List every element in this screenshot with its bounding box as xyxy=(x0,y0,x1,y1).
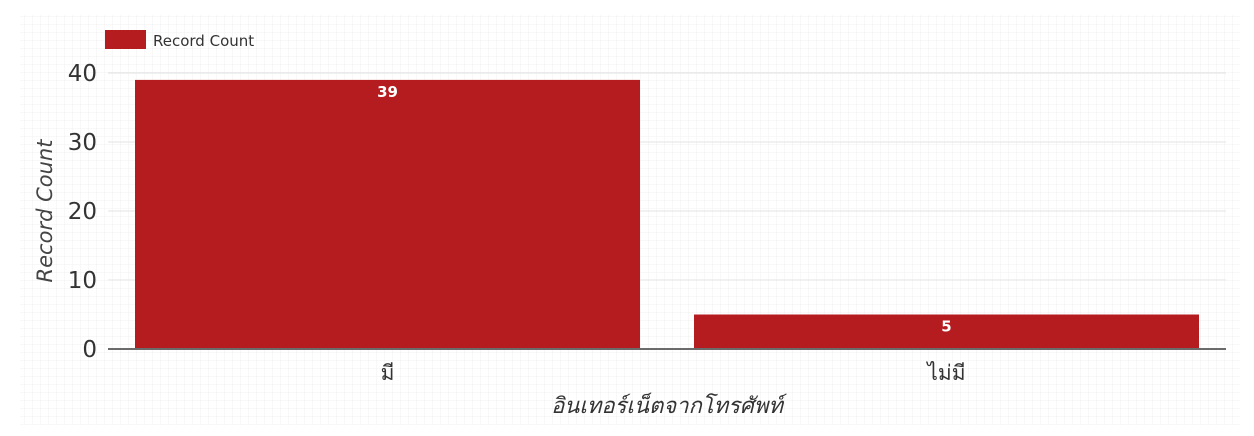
bars-group xyxy=(135,79,1199,350)
bar[interactable] xyxy=(694,314,1199,350)
legend-swatch xyxy=(105,30,146,49)
y-axis-title: Record Count xyxy=(33,139,57,283)
bar[interactable] xyxy=(135,79,640,350)
x-axis-ticks: มี ไม่มี xyxy=(381,361,966,385)
legend-label: Record Count xyxy=(153,32,254,50)
y-tick-label: 10 xyxy=(68,268,97,294)
x-tick-label: ไม่มี xyxy=(925,361,965,385)
y-tick-label: 30 xyxy=(68,130,97,156)
x-tick-label: มี xyxy=(381,361,395,385)
x-axis-title: อินเทอร์เน็ตจากโทรศัพท์ xyxy=(551,392,788,419)
y-axis-ticks: 0 10 20 30 40 xyxy=(68,61,97,363)
value-labels-group: 39 5 xyxy=(377,83,952,336)
y-tick-label: 0 xyxy=(82,337,97,363)
legend[interactable]: Record Count xyxy=(105,30,254,50)
bar-value-label: 39 xyxy=(377,83,398,101)
y-tick-label: 20 xyxy=(68,199,97,225)
bar-value-label: 5 xyxy=(941,318,951,336)
y-tick-label: 40 xyxy=(68,61,97,87)
